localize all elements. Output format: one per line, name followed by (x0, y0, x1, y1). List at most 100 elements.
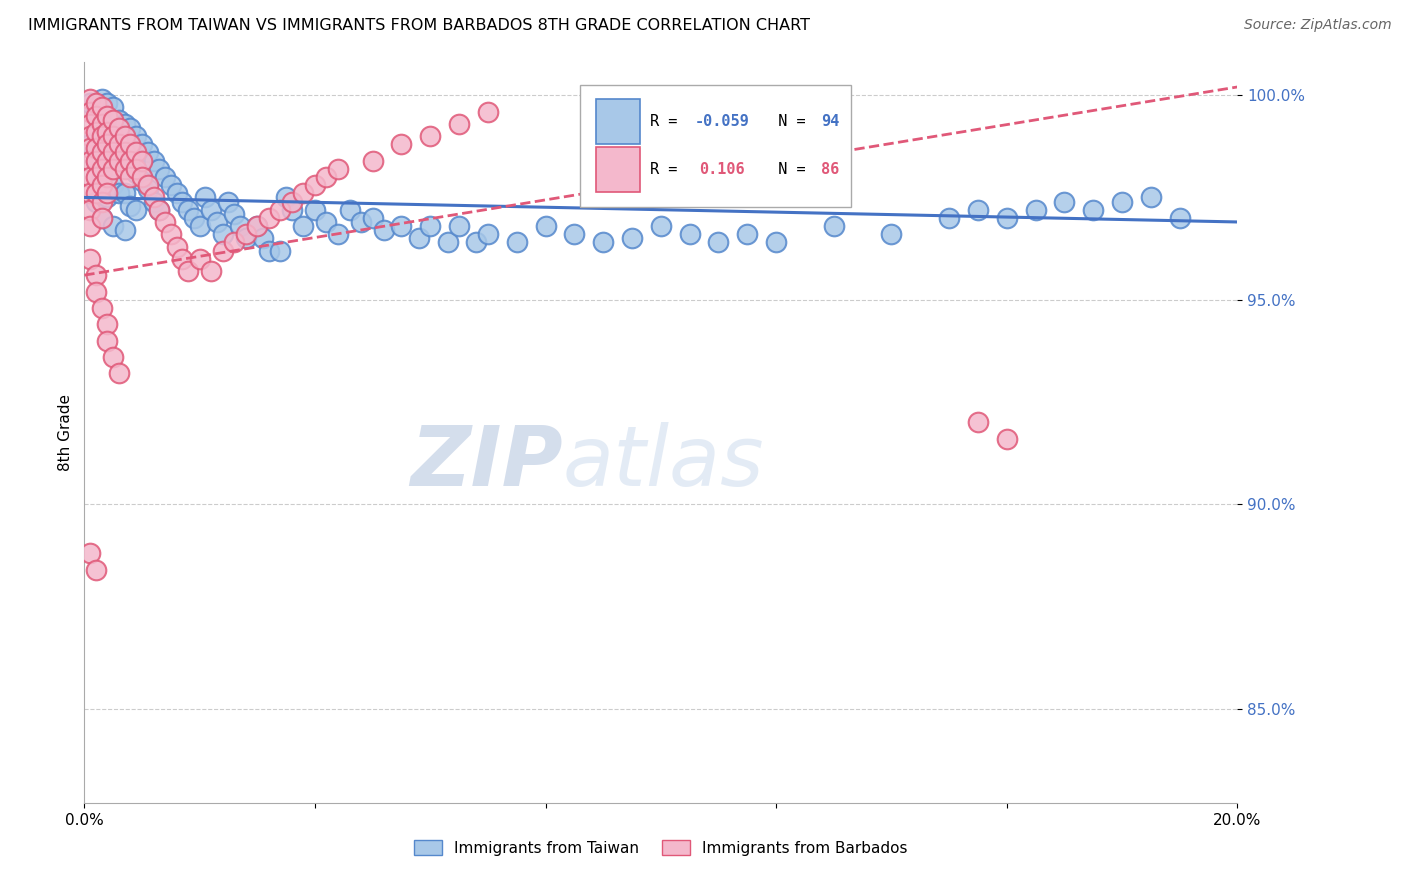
Point (148, 161, 170, 176)
Point (90, 169, 112, 184)
Point (880, 227, 903, 242)
Point (188, 252, 211, 266)
Point (103, 350, 124, 364)
Point (142, 190, 165, 204)
Point (269, 244, 291, 258)
Point (177, 264, 200, 278)
Point (79, 117, 101, 131)
Point (304, 202, 326, 217)
Point (136, 145, 159, 160)
Point (84, 186, 107, 201)
Point (292, 186, 315, 201)
Point (339, 202, 361, 217)
Point (1140, 190, 1163, 204)
Point (79, 137, 101, 152)
Point (103, 145, 124, 160)
Point (103, 137, 124, 152)
Point (373, 223, 395, 237)
Point (90, 92, 112, 106)
Point (79, 186, 101, 201)
Point (391, 137, 413, 152)
Point (172, 252, 194, 266)
Point (621, 231, 644, 245)
Point (131, 174, 153, 188)
Point (114, 145, 136, 160)
Point (114, 153, 136, 168)
Point (84, 104, 107, 119)
Point (350, 215, 373, 229)
Point (326, 227, 349, 242)
Point (1053, 194, 1076, 209)
Text: R =: R = (651, 114, 688, 129)
Point (592, 235, 614, 250)
Point (737, 227, 759, 242)
Point (967, 202, 990, 217)
Point (114, 129, 136, 144)
FancyBboxPatch shape (596, 147, 640, 193)
Point (108, 137, 131, 152)
Point (211, 244, 233, 258)
Point (315, 169, 337, 184)
Point (79, 129, 101, 144)
Point (108, 120, 131, 135)
Point (224, 235, 246, 250)
Point (281, 202, 304, 217)
Point (200, 264, 222, 278)
Point (177, 202, 200, 217)
Point (276, 190, 298, 204)
Point (218, 194, 240, 209)
Point (103, 178, 124, 193)
Point (108, 367, 131, 381)
Point (96, 190, 118, 204)
Point (650, 219, 672, 233)
Point (148, 202, 170, 217)
Point (246, 219, 269, 233)
Point (79, 153, 101, 168)
Point (361, 153, 384, 168)
Legend: Immigrants from Taiwan, Immigrants from Barbados: Immigrants from Taiwan, Immigrants from … (408, 834, 914, 862)
Point (449, 117, 471, 131)
Point (90, 145, 112, 160)
Point (114, 161, 136, 176)
Point (142, 153, 165, 168)
Text: Source: ZipAtlas.com: Source: ZipAtlas.com (1244, 18, 1392, 32)
Point (131, 137, 153, 152)
Point (120, 153, 142, 168)
Text: ZIP: ZIP (411, 422, 562, 503)
Point (564, 227, 586, 242)
Point (1083, 202, 1105, 217)
Point (90, 211, 112, 225)
Point (96, 137, 118, 152)
Point (995, 211, 1018, 225)
Point (477, 104, 499, 119)
Point (148, 202, 170, 217)
Point (90, 129, 112, 144)
Point (84, 109, 107, 123)
Point (211, 227, 233, 242)
Point (534, 219, 557, 233)
Point (269, 202, 291, 217)
Text: N =: N = (761, 162, 814, 178)
Point (477, 227, 499, 242)
Point (79, 546, 101, 560)
Point (108, 186, 131, 201)
Point (84, 153, 107, 168)
Point (229, 219, 252, 233)
Point (96, 145, 118, 160)
Point (90, 100, 112, 114)
Point (172, 194, 194, 209)
Point (84, 268, 107, 282)
Point (96, 125, 118, 139)
Point (84, 194, 107, 209)
Point (79, 219, 101, 233)
FancyBboxPatch shape (581, 85, 851, 207)
Point (103, 129, 124, 144)
Point (84, 285, 107, 299)
Point (103, 161, 124, 176)
Point (136, 178, 159, 193)
Point (84, 96, 107, 111)
Point (188, 219, 211, 233)
Point (246, 219, 269, 233)
Point (131, 169, 153, 184)
Point (361, 211, 384, 225)
